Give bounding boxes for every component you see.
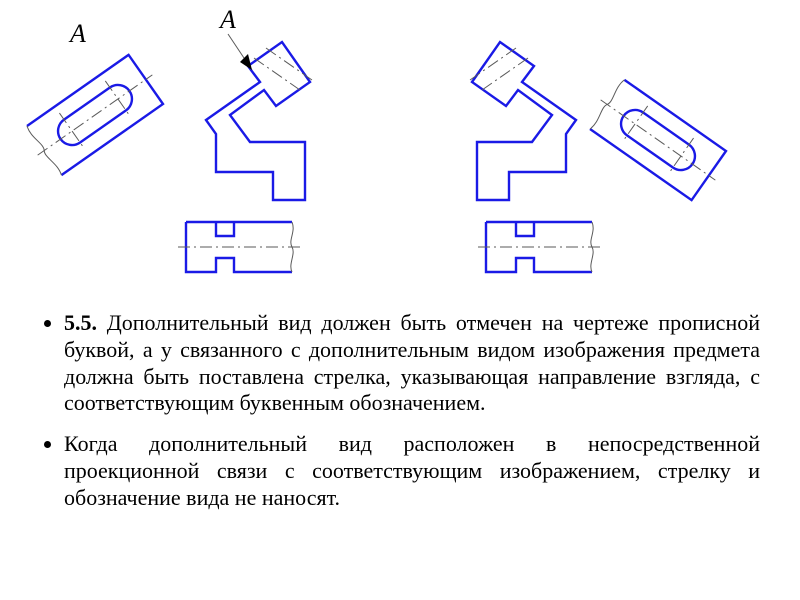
section-number: 5.5. (64, 310, 97, 335)
paragraph-2: Когда дополнительный вид расположен в не… (64, 431, 760, 511)
paragraph-1-text: Дополнительный вид должен быть отмечен н… (64, 310, 760, 415)
left-bottom-view (178, 222, 300, 272)
left-main-part (206, 42, 312, 200)
paragraph-1: 5.5. Дополнительный вид должен быть отме… (64, 310, 760, 417)
right-aux-view (583, 75, 732, 204)
right-group (470, 42, 733, 272)
figure: А (0, 0, 800, 300)
right-main-part (470, 42, 576, 200)
view-arrow-a: А (218, 5, 252, 70)
right-bottom-view (478, 222, 600, 272)
body-text: 5.5. Дополнительный вид должен быть отме… (40, 310, 760, 526)
label-a-left: А (68, 19, 86, 48)
left-group: А (20, 5, 312, 272)
figure-svg: А (0, 0, 800, 300)
left-aux-view (20, 50, 169, 179)
paragraph-2-text: Когда дополнительный вид расположен в не… (64, 431, 760, 510)
label-a-arrow: А (218, 5, 236, 34)
